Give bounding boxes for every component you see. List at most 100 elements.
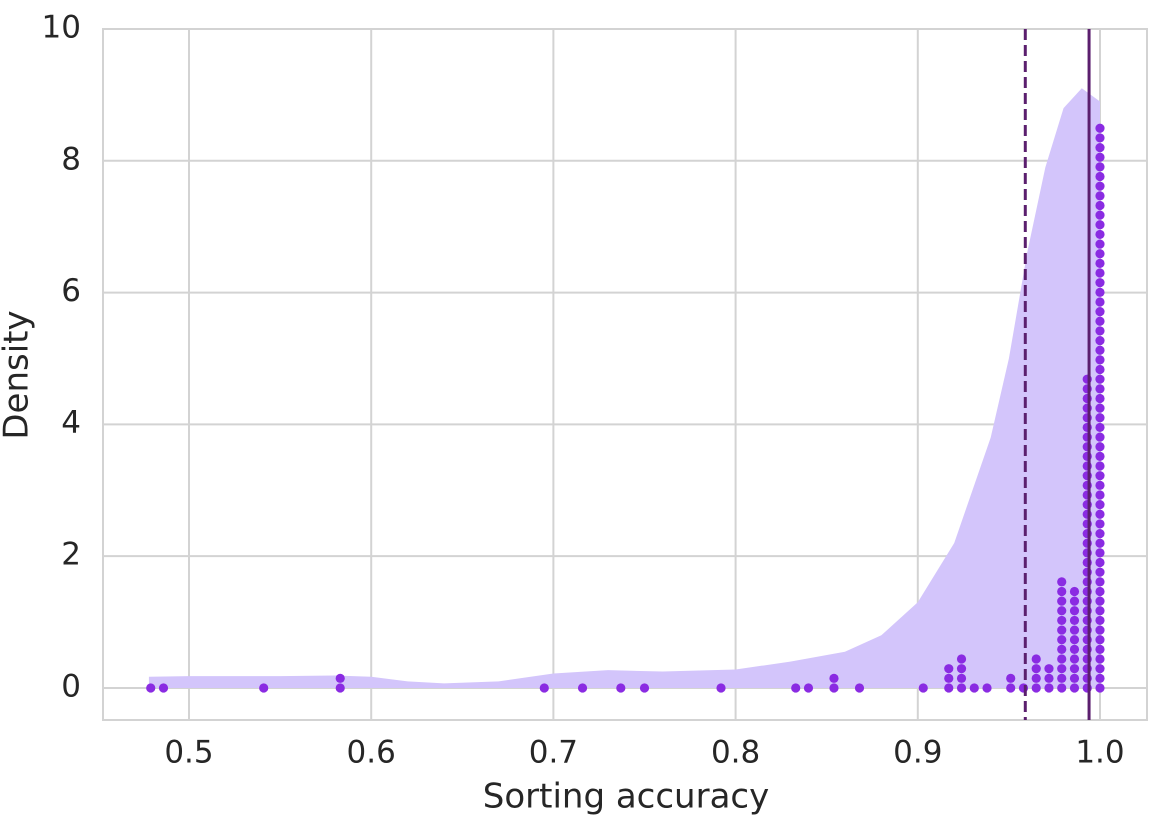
point	[969, 683, 979, 693]
point	[1095, 335, 1105, 346]
point	[1095, 133, 1105, 143]
point	[1095, 374, 1105, 384]
point	[1057, 606, 1067, 616]
point	[1095, 422, 1105, 433]
point	[956, 664, 967, 674]
point	[1095, 181, 1105, 191]
point	[1095, 557, 1105, 568]
point	[1095, 413, 1105, 423]
point	[1095, 461, 1105, 471]
point	[1095, 191, 1105, 201]
point	[1095, 345, 1105, 355]
point	[1095, 249, 1105, 259]
y-tick-label: 8	[61, 141, 81, 177]
point	[1095, 519, 1105, 529]
point	[539, 683, 549, 693]
point	[956, 654, 967, 664]
point	[1095, 297, 1105, 307]
point	[1095, 268, 1105, 278]
point	[1095, 229, 1105, 240]
point	[944, 664, 954, 674]
point	[1057, 635, 1067, 645]
point	[1069, 606, 1080, 616]
point	[956, 673, 967, 683]
point	[1095, 278, 1105, 288]
point	[1095, 171, 1105, 182]
point	[1044, 673, 1054, 683]
point	[982, 683, 992, 693]
point	[1095, 239, 1105, 249]
point	[944, 683, 954, 693]
point	[1044, 664, 1054, 674]
point	[335, 683, 345, 693]
point	[1057, 654, 1067, 664]
x-tick-label: 0.9	[893, 735, 942, 771]
point	[1095, 548, 1105, 558]
point	[1095, 635, 1105, 645]
x-tick-label: 0.8	[711, 735, 760, 771]
point	[1095, 577, 1105, 587]
point	[1095, 384, 1105, 394]
y-tick-label: 2	[61, 537, 81, 573]
point	[616, 683, 626, 693]
point	[1095, 403, 1105, 413]
point	[1095, 509, 1105, 519]
point	[158, 683, 169, 693]
point	[918, 683, 928, 693]
point	[1069, 654, 1080, 664]
point	[1069, 683, 1080, 693]
point	[335, 673, 345, 683]
point	[1095, 538, 1105, 548]
point	[1057, 673, 1067, 683]
point	[1057, 644, 1067, 654]
point	[716, 683, 726, 693]
point	[1095, 664, 1105, 674]
point	[1031, 664, 1041, 674]
point	[1031, 673, 1041, 683]
point	[1095, 528, 1105, 539]
point	[1095, 644, 1105, 654]
point	[1095, 567, 1105, 577]
point	[1095, 615, 1105, 626]
kde-area	[148, 88, 1100, 688]
y-tick-label: 6	[61, 273, 81, 309]
point	[1095, 162, 1105, 172]
point	[1095, 307, 1105, 317]
point	[1069, 664, 1080, 674]
point	[1044, 683, 1054, 693]
point	[1057, 577, 1067, 587]
point	[1057, 615, 1067, 626]
point	[1095, 152, 1105, 162]
point	[146, 683, 156, 693]
point	[1069, 635, 1080, 645]
point	[1095, 258, 1105, 268]
point	[1057, 625, 1067, 635]
x-tick-label: 0.6	[347, 735, 396, 771]
point	[1031, 683, 1041, 693]
point	[1095, 683, 1105, 693]
point	[1057, 596, 1067, 606]
point	[1095, 654, 1105, 664]
point	[1057, 664, 1067, 674]
point	[1069, 586, 1080, 597]
point	[829, 683, 839, 693]
point	[1095, 287, 1105, 297]
point	[1095, 355, 1105, 365]
point	[854, 683, 865, 693]
y-tick-label: 10	[42, 10, 81, 46]
point	[259, 683, 269, 693]
point	[1095, 200, 1105, 211]
point	[1095, 220, 1105, 230]
point	[1069, 673, 1080, 683]
point	[1095, 364, 1105, 375]
point	[956, 683, 967, 693]
point	[1069, 615, 1080, 626]
plot-frame	[102, 28, 1148, 721]
x-tick-label: 1.0	[1075, 735, 1124, 771]
point	[1095, 442, 1105, 452]
point	[1069, 644, 1080, 654]
point	[1095, 451, 1105, 461]
point	[1095, 500, 1105, 510]
point	[1095, 326, 1105, 336]
point	[1095, 625, 1105, 635]
